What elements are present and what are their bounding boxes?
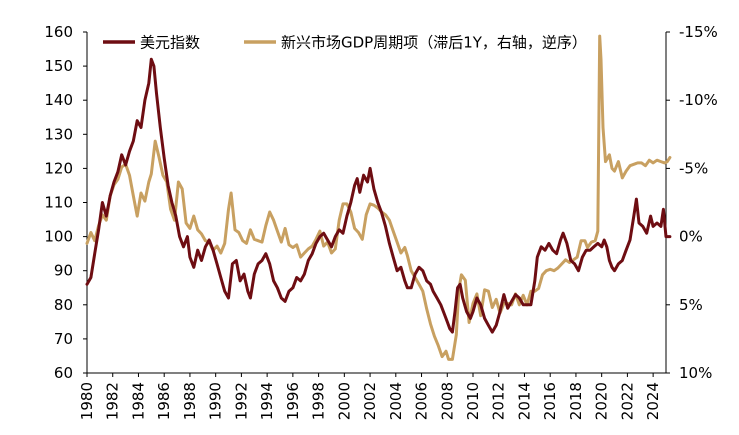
x-tick-label: 2006 [413, 382, 431, 420]
x-tick-label: 2020 [593, 382, 611, 420]
x-tick-label: 1994 [258, 382, 276, 420]
y-left-tick-label: 160 [44, 23, 73, 41]
x-tick-label: 1984 [129, 382, 147, 420]
axes-layer: 60 70 80 90 100 110 120 130 140 150 160 10% 5% 0% -5% -… [44, 23, 717, 420]
y-right-tick-label: 0% [679, 228, 703, 246]
x-tick-label: 1992 [232, 382, 250, 420]
y-left-tick-label: 130 [44, 125, 73, 143]
x-tick-label: 2002 [361, 382, 379, 420]
x-tick-label: 2004 [387, 382, 405, 420]
x-tick-label: 1986 [155, 382, 173, 420]
series-line-em-gdp-cycle [85, 34, 672, 361]
x-tick-label: 2014 [515, 382, 533, 420]
x-tick-label: 1988 [181, 382, 199, 420]
x-tick-label: 2022 [618, 382, 636, 420]
x-tick-label: 1990 [207, 382, 225, 420]
y-right-tick-label: -10% [679, 91, 718, 109]
x-tick-label: 1980 [78, 382, 96, 420]
x-tick-label: 2016 [541, 382, 559, 420]
x-tick-label: 2000 [335, 382, 353, 420]
y-right-tick-label: -15% [679, 23, 718, 41]
y-left-tick-label: 150 [44, 57, 73, 75]
y-right-tick-label: 10% [679, 364, 712, 382]
x-tick-label: 2008 [438, 382, 456, 420]
x-tick-label: 1998 [310, 382, 328, 420]
x-tick-label: 2024 [644, 382, 662, 420]
series-line-usd-index [85, 57, 672, 334]
y-left-tick-label: 90 [54, 262, 73, 280]
x-tick-label: 2018 [567, 382, 585, 420]
y-left-tick-label: 120 [44, 159, 73, 177]
x-tick-label: 2012 [490, 382, 508, 420]
legend-label: 美元指数 [140, 34, 200, 52]
x-tick-label: 1996 [284, 382, 302, 420]
y-left-tick-label: 60 [54, 364, 73, 382]
series-layer [85, 34, 672, 361]
y-left-tick-label: 80 [54, 296, 73, 314]
y-left-tick-label: 100 [44, 228, 73, 246]
y-left-tick-label: 110 [44, 194, 73, 212]
x-tick-label: 2010 [464, 382, 482, 420]
y-right-tick-label: 5% [679, 296, 703, 314]
legend: 美元指数 新兴市场GDP周期项（滞后1Y，右轴，逆序） [103, 34, 587, 52]
legend-label: 新兴市场GDP周期项（滞后1Y，右轴，逆序） [281, 34, 587, 52]
x-tick-label: 1982 [104, 382, 122, 420]
y-left-tick-label: 140 [44, 91, 73, 109]
y-left-tick-label: 70 [54, 330, 73, 348]
y-right-tick-label: -5% [679, 159, 708, 177]
